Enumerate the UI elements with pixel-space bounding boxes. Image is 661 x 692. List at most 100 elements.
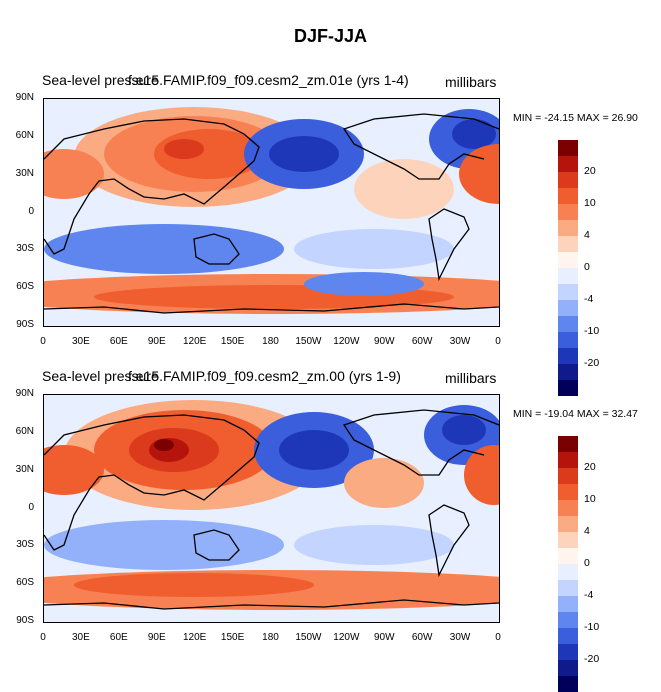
colorbar-swatch [558,316,578,332]
lon-tick-label: 30W [449,336,471,347]
lon-tick-label: 60E [109,632,128,643]
colorbar [558,436,578,692]
colorbar-swatch [558,500,578,516]
lat-tick-label: 60S [16,577,34,589]
lat-tick-label: 90N [15,92,34,103]
map-svg [44,395,499,622]
colorbar-swatch [558,516,578,532]
field-n-america-high [344,458,424,508]
coastline-2 [342,113,499,180]
coastline-3 [428,504,470,578]
lon-tick-label: 180 [262,336,279,347]
lon-tick-label: 150E [220,632,245,643]
colorbar-swatch [558,660,578,676]
colorbar-label: 4 [584,229,590,241]
lat-tick-label: 0 [28,205,34,217]
colorbar-swatch [558,612,578,628]
min-max-label: MIN = -19.04 MAX = 32.47 [513,408,638,420]
lon-tick-label: 0 [40,336,46,347]
colorbar-swatch [558,436,578,452]
field-south-indian-low [44,224,284,274]
coastline-1 [193,529,240,561]
lat-tick-label: 30S [16,243,34,255]
colorbar-label: 10 [584,493,596,505]
lon-tick-label: 0 [495,336,501,347]
lon-tick-label: 30E [72,632,90,643]
colorbar-swatch [558,548,578,564]
field-africa-high [44,445,104,495]
lat-tick-label: 60S [16,281,34,293]
lon-tick-label: 150W [295,632,322,643]
field-asia-high-peak [164,139,204,159]
colorbar-label: 10 [584,197,596,209]
lat-tick-label: 30N [15,167,34,179]
coastline-4 [44,303,499,314]
min-max-label: MIN = -24.15 MAX = 26.90 [513,112,638,124]
colorbar-swatch [558,188,578,204]
lon-tick-label: 90E [147,336,166,347]
units-label: millibars [445,74,497,90]
lat-tick-label: 90S [16,615,34,626]
variable-title: Sea-level pressure [42,72,159,88]
lat-tick-label: 60N [15,425,34,437]
colorbar-swatch [558,284,578,300]
lon-tick-label: 30E [72,336,90,347]
colorbar-swatch [558,220,578,236]
colorbar-label: -20 [584,357,600,369]
field-south-pacific-low [294,229,454,269]
field-south-indian-low [44,520,284,570]
coastline-4 [44,599,499,610]
map-plot [43,98,500,327]
field-icelandic-low-core [452,119,496,149]
lon-tick-label: 120W [333,336,360,347]
colorbar-label: -10 [584,325,600,337]
map-svg [44,99,499,326]
lon-tick-label: 90W [373,632,395,643]
variable-title: Sea-level pressure [42,368,159,384]
units-label: millibars [445,370,497,386]
field-atlantic-high [459,144,499,204]
colorbar-swatch [558,140,578,156]
colorbar-swatch [558,236,578,252]
colorbar-swatch [558,364,578,380]
lon-tick-label: 60E [109,336,128,347]
colorbar-label: 0 [584,261,590,273]
field-n-atlantic-ridge [354,159,454,219]
colorbar-swatch [558,332,578,348]
colorbar-swatch [558,628,578,644]
lon-tick-label: 0 [495,632,501,643]
colorbar-swatch [558,596,578,612]
field-aleutian-low-core [269,136,339,172]
case-title: f.e15.FAMIP.f09_f09.cesm2_zm.01e (yrs 1-… [128,72,409,88]
colorbar-label: -20 [584,653,600,665]
lat-tick-label: 30S [16,539,34,551]
colorbar-swatch [558,172,578,188]
lon-tick-label: 90E [147,632,166,643]
lon-tick-label: 60W [411,632,433,643]
panel-top: Sea-level pressure f.e15.FAMIP.f09_f09.c… [0,68,661,396]
lat-tick-label: 90N [15,388,34,399]
colorbar-label: -10 [584,621,600,633]
lon-tick-label: 0 [40,632,46,643]
colorbar-swatch [558,676,578,692]
lon-tick-label: 120E [182,632,207,643]
colorbar-swatch [558,252,578,268]
lon-tick-label: 150W [295,336,322,347]
colorbar-swatch [558,204,578,220]
coastline-3 [428,208,470,282]
colorbar-swatch [558,532,578,548]
field-aleutian-low-core [279,430,349,470]
colorbar-label: 20 [584,165,596,177]
panel-bottom: Sea-level pressure f.e15.FAMIP.f09_f09.c… [0,364,661,692]
colorbar-swatch [558,380,578,396]
lon-tick-label: 180 [262,632,279,643]
colorbar-label: -4 [584,293,594,305]
lat-tick-label: 60N [15,129,34,141]
colorbar-label: 4 [584,525,590,537]
colorbar-swatch [558,564,578,580]
case-title: f.e15.FAMIP.f09_f09.cesm2_zm.00 (yrs 1-9… [128,368,401,384]
coastline-1 [193,233,240,265]
colorbar-swatch [558,348,578,364]
colorbar-label: 0 [584,557,590,569]
colorbar-label: 20 [584,461,596,473]
